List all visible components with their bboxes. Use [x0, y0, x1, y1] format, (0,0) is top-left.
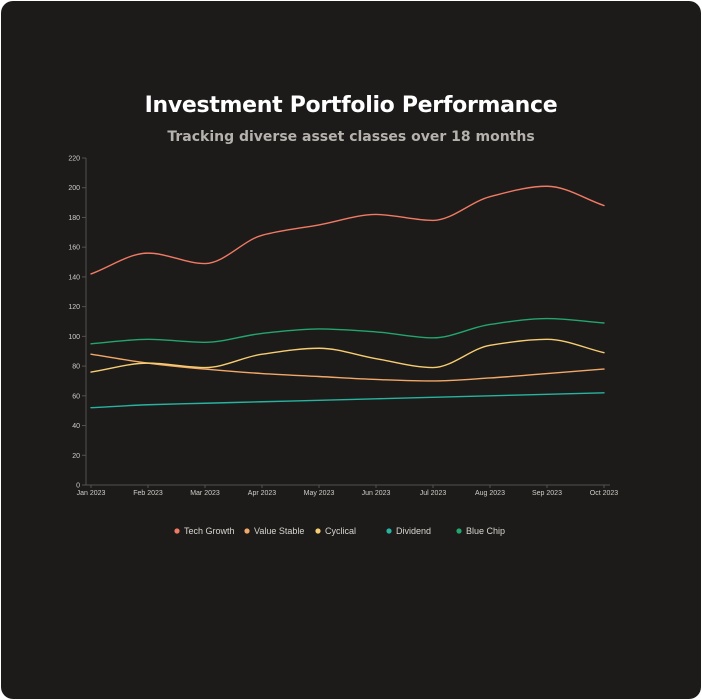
legend-item-tech-growth[interactable]: Tech Growth	[174, 526, 235, 536]
x-tick-label: Oct 2023	[590, 490, 619, 497]
y-tick-label: 100	[68, 334, 80, 341]
series-line-value-stable	[90, 353, 605, 382]
y-tick-label: 60	[72, 393, 80, 400]
legend-item-blue-chip[interactable]: Blue Chip	[456, 526, 505, 536]
y-tick-label: 20	[72, 453, 80, 460]
y-tick-label: 160	[68, 245, 80, 252]
x-tick-label: Jul 2023	[420, 490, 447, 497]
chart-axes: 0 20 40 60 80 100 120 140 160 180 200 220 Jan 2023 Fe…	[68, 156, 618, 498]
x-tick-label: Mar 2023	[190, 490, 220, 497]
legend-label: Blue Chip	[466, 526, 505, 536]
y-tick-label: 120	[68, 304, 80, 311]
legend-marker	[174, 528, 180, 534]
x-tick-label: Aug 2023	[475, 490, 505, 497]
y-tick-label: 0	[76, 483, 80, 490]
y-tick-label: 80	[72, 364, 80, 371]
legend-marker	[315, 528, 321, 534]
y-tick-label: 140	[68, 274, 80, 281]
legend-marker	[386, 528, 392, 534]
x-tick-label: Jan 2023	[77, 490, 106, 497]
legend-marker	[244, 528, 250, 534]
y-tick-label: 180	[68, 215, 80, 222]
legend-label: Dividend	[396, 526, 431, 536]
legend-marker	[456, 528, 462, 534]
chart-title: Investment Portfolio Performance	[144, 93, 558, 118]
legend-label: Tech Growth	[184, 526, 235, 536]
y-tick-label: 40	[72, 423, 80, 430]
x-tick-label: Sep 2023	[532, 490, 562, 497]
y-tick-label: 220	[68, 156, 80, 163]
legend-item-dividend[interactable]: Dividend	[386, 526, 431, 536]
chart-legend: Tech Growth Value Stable Cyclical Dividend B…	[174, 526, 505, 536]
legend-item-cyclical[interactable]: Cyclical	[315, 526, 356, 536]
legend-label: Cyclical	[325, 526, 356, 536]
x-tick-label: Apr 2023	[248, 490, 277, 497]
series-line-tech-growth	[90, 185, 605, 275]
x-tick-label: May 2023	[304, 490, 335, 497]
x-tick-label: Jun 2023	[362, 490, 391, 497]
chart-subtitle: Tracking diverse asset classes over 18 m…	[167, 129, 535, 145]
series-line-cyclical	[90, 338, 605, 373]
chart-lines	[90, 185, 605, 409]
series-line-blue-chip	[90, 317, 605, 345]
legend-label: Value Stable	[254, 526, 304, 536]
x-tick-label: Feb 2023	[133, 490, 163, 497]
legend-item-value-stable[interactable]: Value Stable	[244, 526, 304, 536]
y-tick-label: 200	[68, 185, 80, 192]
series-line-dividend	[90, 392, 605, 409]
